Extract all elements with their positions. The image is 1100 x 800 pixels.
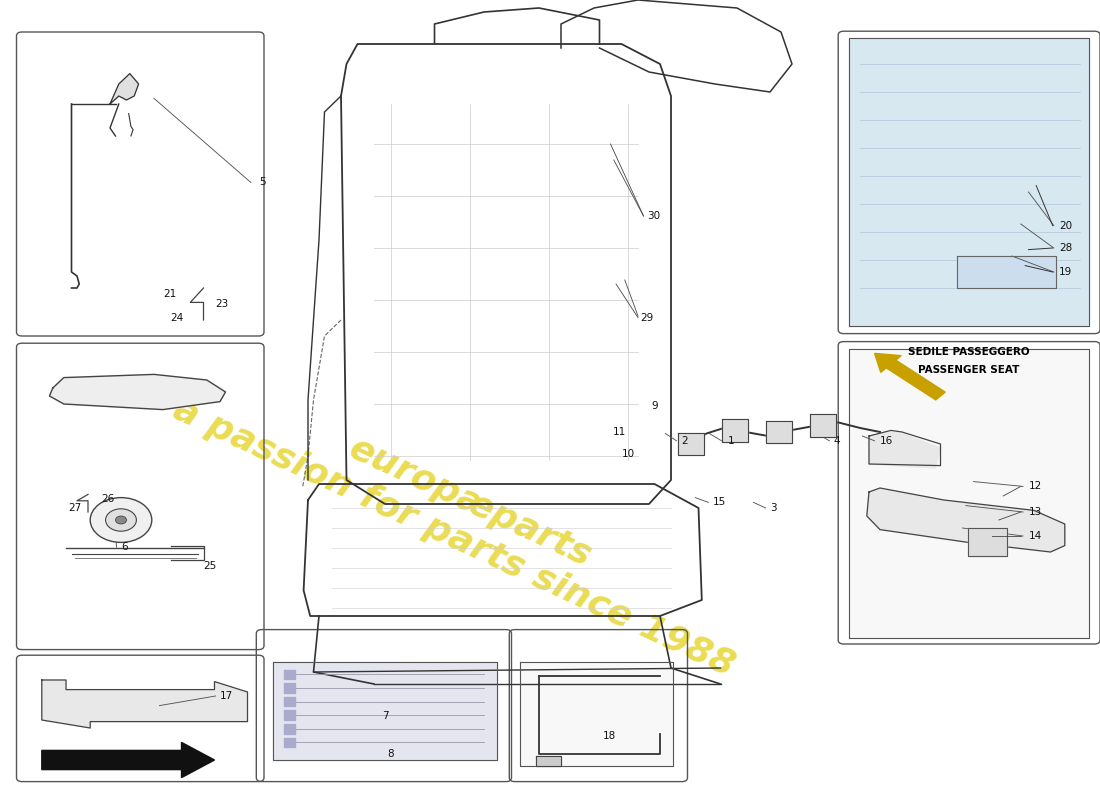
Polygon shape: [284, 710, 295, 720]
Polygon shape: [42, 680, 248, 728]
Text: europæparts
a passion for parts since 1988: europæparts a passion for parts since 19…: [167, 357, 757, 683]
Text: 9: 9: [651, 402, 658, 411]
Polygon shape: [867, 488, 1065, 552]
Polygon shape: [810, 414, 836, 437]
Text: 14: 14: [1028, 531, 1042, 541]
Text: 24: 24: [170, 314, 184, 323]
Text: 1: 1: [728, 436, 735, 446]
Polygon shape: [284, 683, 295, 693]
Text: 23: 23: [216, 299, 229, 309]
Polygon shape: [869, 432, 940, 468]
Polygon shape: [42, 742, 214, 778]
Text: 27: 27: [68, 503, 81, 513]
Text: 20: 20: [1059, 221, 1072, 230]
Text: 10: 10: [621, 450, 635, 459]
Text: 7: 7: [382, 711, 388, 721]
Text: 8: 8: [387, 749, 394, 758]
Text: 18: 18: [603, 731, 616, 741]
Text: 4: 4: [834, 436, 840, 446]
Polygon shape: [284, 724, 295, 734]
Text: 30: 30: [647, 211, 660, 221]
Text: PASSENGER SEAT: PASSENGER SEAT: [918, 365, 1020, 374]
Polygon shape: [766, 421, 792, 443]
Polygon shape: [849, 349, 1089, 638]
Text: 5: 5: [260, 178, 266, 187]
Polygon shape: [284, 738, 295, 747]
Text: 11: 11: [613, 427, 626, 437]
Polygon shape: [722, 419, 748, 442]
Polygon shape: [849, 38, 1089, 326]
Text: 12: 12: [1028, 482, 1042, 491]
Polygon shape: [50, 374, 225, 410]
Text: 26: 26: [101, 494, 114, 504]
Polygon shape: [957, 256, 1056, 288]
Text: 16: 16: [880, 436, 893, 446]
Text: 6: 6: [121, 542, 128, 552]
Text: 3: 3: [770, 503, 777, 513]
Text: SEDILE PASSEGGERO: SEDILE PASSEGGERO: [909, 347, 1030, 357]
Text: 25: 25: [204, 562, 217, 571]
Text: 13: 13: [1028, 507, 1042, 517]
Text: 29: 29: [640, 313, 653, 322]
Text: 28: 28: [1059, 243, 1072, 253]
Circle shape: [116, 516, 127, 524]
Polygon shape: [273, 662, 497, 760]
Text: 17: 17: [220, 691, 233, 701]
Text: 15: 15: [713, 498, 726, 507]
Text: 21: 21: [163, 289, 176, 298]
Polygon shape: [520, 662, 673, 766]
Polygon shape: [284, 697, 295, 706]
Polygon shape: [968, 528, 1006, 556]
Circle shape: [106, 509, 136, 531]
FancyArrow shape: [874, 354, 945, 400]
Polygon shape: [678, 433, 704, 455]
Polygon shape: [284, 670, 295, 679]
Circle shape: [90, 498, 152, 542]
Text: 2: 2: [681, 436, 688, 446]
Polygon shape: [536, 756, 561, 766]
Polygon shape: [110, 74, 139, 104]
Text: 19: 19: [1059, 267, 1072, 277]
